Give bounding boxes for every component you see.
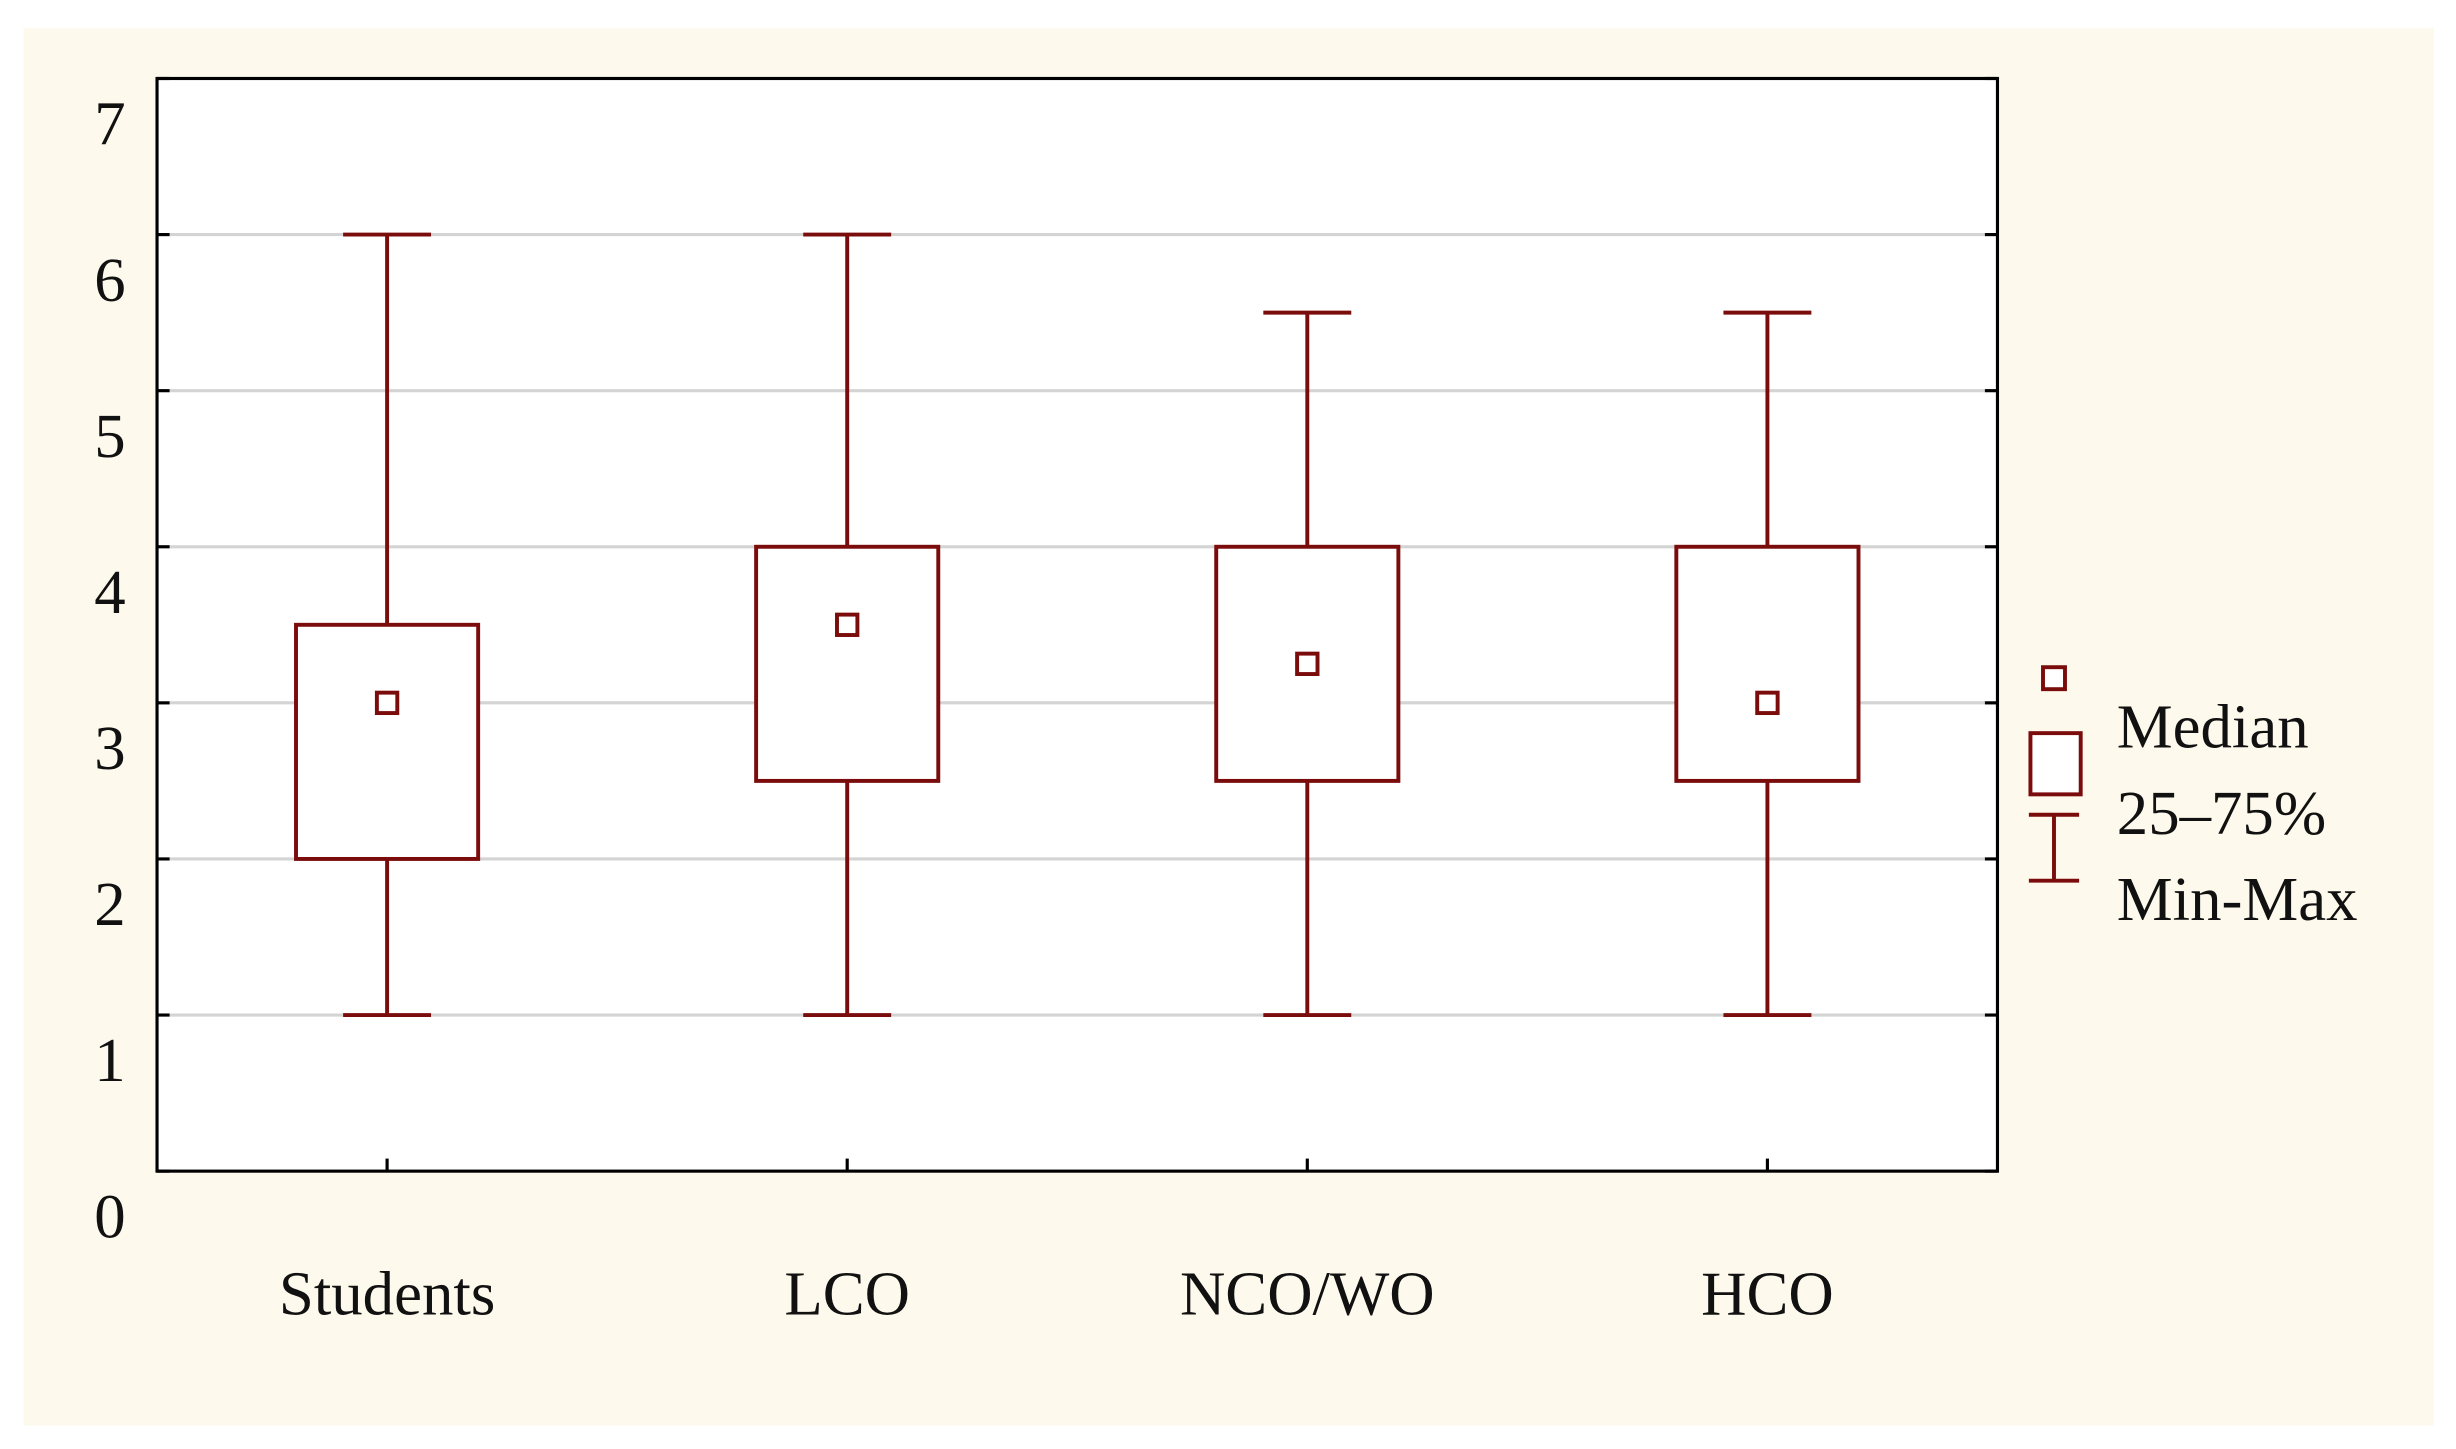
x-tick-label: LCO <box>784 1258 910 1328</box>
legend-median-icon <box>2041 665 2067 692</box>
x-tick-label: HCO <box>1701 1258 1834 1328</box>
box <box>294 622 481 861</box>
median-marker <box>835 612 860 637</box>
box <box>1674 544 1861 783</box>
y-tick-label: 3 <box>94 713 125 783</box>
legend-label: Min-Max <box>2117 864 2358 934</box>
y-tick-label: 6 <box>94 245 125 315</box>
y-tick-label: 4 <box>94 557 125 627</box>
legend-label: 25–75% <box>2117 778 2326 848</box>
legend-label: Median <box>2117 692 2309 762</box>
y-tick-label: 0 <box>94 1181 125 1251</box>
y-tick-label: 7 <box>94 89 125 159</box>
x-tick-label: Students <box>279 1258 495 1328</box>
box <box>754 544 941 783</box>
legend-box-icon <box>2028 731 2083 797</box>
y-tick-label: 2 <box>94 869 125 939</box>
median-marker <box>1755 690 1780 716</box>
y-tick-label: 5 <box>94 401 125 471</box>
x-tick-label: NCO/WO <box>1180 1258 1435 1328</box>
median-marker <box>1295 651 1320 677</box>
plot-frame <box>155 76 2000 1173</box>
y-tick-label: 1 <box>94 1025 125 1095</box>
median-marker <box>374 690 400 716</box>
